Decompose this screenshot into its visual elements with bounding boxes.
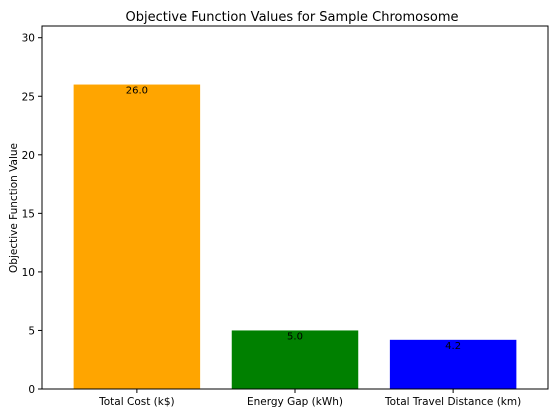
y-tick-label: 0 (28, 384, 35, 396)
x-tick-label: Total Cost (k$) (98, 396, 175, 408)
bar (231, 330, 359, 389)
bar-value-label: 26.0 (126, 86, 148, 97)
y-tick-label: 25 (22, 91, 35, 103)
x-tick-label: Total Travel Distance (km) (384, 396, 521, 408)
bar (389, 339, 517, 389)
y-axis-label: Objective Function Value (8, 143, 20, 273)
chart-title: Objective Function Values for Sample Chr… (125, 10, 458, 25)
y-axis-ticks: 0 5 10 15 20 25 30 (22, 33, 42, 396)
y-tick-label: 15 (22, 208, 35, 220)
y-tick-label: 20 (22, 150, 35, 162)
bar-value-label: 5.0 (287, 331, 303, 342)
bars-group: 26.0 5.0 4.2 (73, 84, 517, 389)
y-tick-label: 5 (28, 325, 35, 337)
bar-value-label: 4.2 (445, 341, 461, 352)
plot-frame (41, 25, 549, 390)
y-tick-label: 10 (22, 267, 35, 279)
y-tick-label: 30 (22, 33, 35, 45)
bar (73, 84, 201, 389)
x-tick-label: Energy Gap (kWh) (247, 396, 343, 408)
x-axis-ticks: Total Cost (k$) Energy Gap (kWh) Total Tra… (98, 389, 521, 408)
